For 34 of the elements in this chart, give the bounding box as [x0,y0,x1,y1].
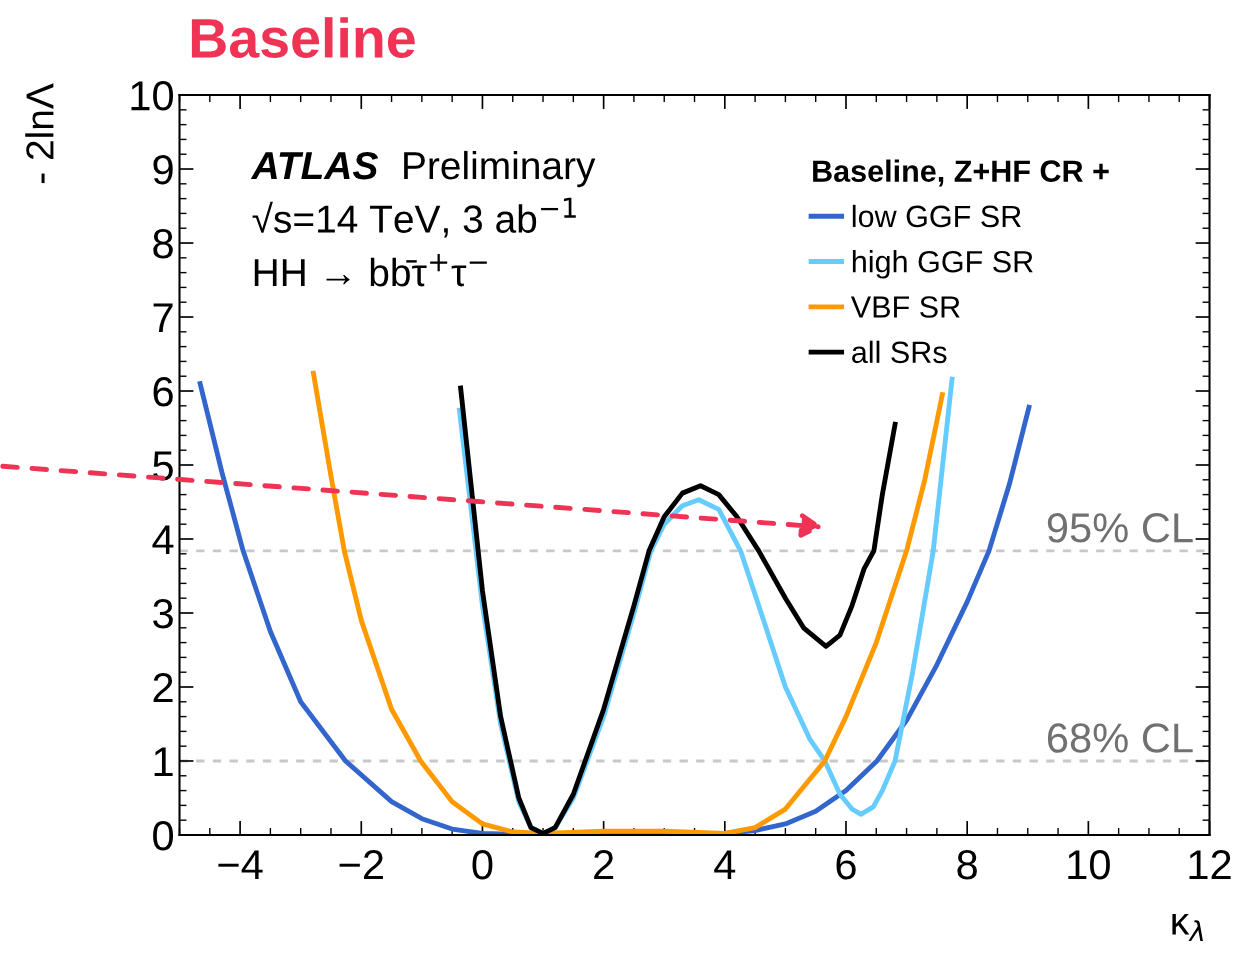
y-tick-label: 4 [152,525,174,555]
y-tick-label: 10 [131,81,174,111]
x-tick-label: 0 [472,849,493,880]
chart-title: Baseline [191,17,415,58]
annotation: √s=14 TeV, 3 ab$^{−1}$ [252,197,576,238]
annotation: HH → bb̄τ$^{+}$τ$^{−}$ [254,254,487,287]
y-axis-title: - 2lnΛ [25,83,54,184]
x-tick-label: −4 [218,850,263,880]
legend-label: VBF SR [850,296,960,318]
x-tick-label: 4 [714,850,736,880]
y-tick-label: 3 [153,599,173,629]
y-tick-label: 7 [153,303,173,333]
x-tick-label: −2 [339,849,383,880]
y-tick-label: 0 [153,820,174,851]
x-tick-label: 6 [836,849,856,880]
x-tick-label: 8 [957,849,977,880]
ref-line-label: 95% CL [1047,513,1193,543]
x-axis-title: κ$_{λ}$ [1172,913,1203,941]
line-series [310,370,945,835]
y-tick-label: 8 [153,229,173,259]
legend-label: low GGF SR [852,204,1021,228]
x-tick-label: 2 [594,849,614,880]
ref-line-label: 68% CL [1047,723,1193,753]
legend-title: Baseline, Z+HF CR + [813,159,1109,187]
x-tick-label: 12 [1189,849,1231,880]
legend-label: all SRs [852,340,947,364]
x-tick-label: 10 [1068,849,1110,880]
y-tick-label: 2 [153,672,173,703]
y-tick-label: 1 [154,747,173,777]
y-tick-label: 9 [153,155,173,185]
annotation: ATLAS [250,151,378,180]
y-tick-label: 6 [153,377,173,407]
annotation: Preliminary [404,150,596,188]
legend-label: high GGF SR [852,250,1033,279]
